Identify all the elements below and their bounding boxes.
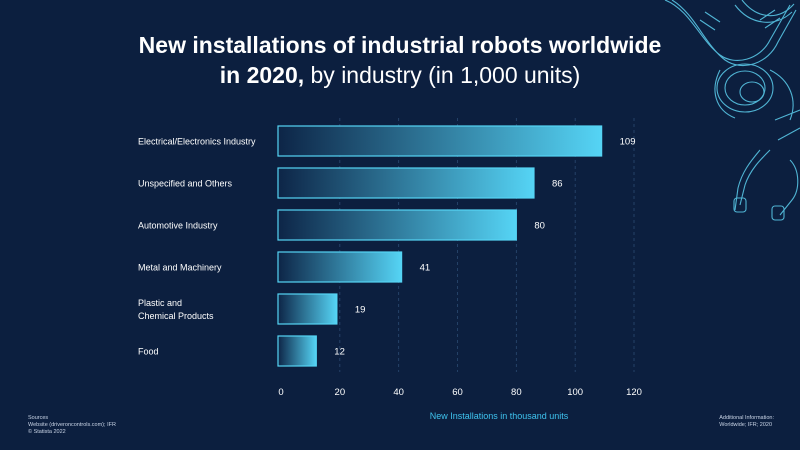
x-tick-label: 20	[335, 387, 346, 398]
value-labels: 109 86 80 41 19 12	[334, 137, 635, 358]
x-tick-label: 80	[511, 387, 522, 398]
bar	[277, 125, 603, 157]
x-tick-labels: 0 20 40 60 80 100 120	[278, 387, 642, 398]
category-label: Automotive Industry	[138, 221, 218, 231]
bar	[277, 167, 535, 199]
sources-note: Sources Website (driveroncontrols.com); …	[28, 415, 116, 436]
value-label: 86	[552, 179, 563, 190]
value-label: 80	[534, 221, 545, 232]
x-tick-label: 60	[452, 387, 463, 398]
additional-info-label: Additional Information:	[719, 415, 774, 421]
x-tick-label: 100	[567, 387, 583, 398]
bar	[277, 335, 317, 367]
title-bold-line2: in 2020,	[219, 62, 305, 88]
bar	[277, 293, 338, 325]
category-label: Metal and Machinery	[138, 263, 222, 273]
chart-title: New installations of industrial robots w…	[0, 30, 800, 90]
category-label: Plastic and Chemical Products	[138, 298, 214, 321]
x-axis-label: New Installations in thousand units	[430, 411, 569, 421]
bar	[277, 209, 517, 241]
category-label: Unspecified and Others	[138, 179, 233, 189]
title-regular: by industry (in 1,000 units)	[310, 62, 581, 88]
x-tick-label: 0	[278, 387, 283, 398]
copyright-text: © Statista 2022	[28, 429, 66, 435]
category-labels: Electrical/Electronics Industry Unspecifi…	[138, 137, 256, 357]
grid-lines	[339, 118, 635, 372]
value-label: 19	[355, 305, 366, 316]
value-label: 12	[334, 347, 345, 358]
title-bold-line1: New installations of industrial robots w…	[138, 32, 662, 58]
value-label: 109	[620, 137, 636, 148]
additional-info-text: Worldwide; IFR; 2020	[719, 422, 773, 428]
sources-label: Sources	[28, 415, 49, 421]
x-tick-label: 120	[626, 387, 642, 398]
bar	[277, 251, 403, 283]
bars	[277, 125, 603, 367]
x-tick-label: 40	[393, 387, 404, 398]
category-label: Food	[138, 347, 159, 357]
additional-info-note: Additional Information: Worldwide; IFR; …	[719, 415, 774, 429]
robot-arm-decoration	[664, 0, 800, 221]
sources-text: Website (driveroncontrols.com); IFR	[28, 422, 116, 428]
category-label: Electrical/Electronics Industry	[138, 137, 256, 147]
value-label: 41	[420, 263, 431, 274]
